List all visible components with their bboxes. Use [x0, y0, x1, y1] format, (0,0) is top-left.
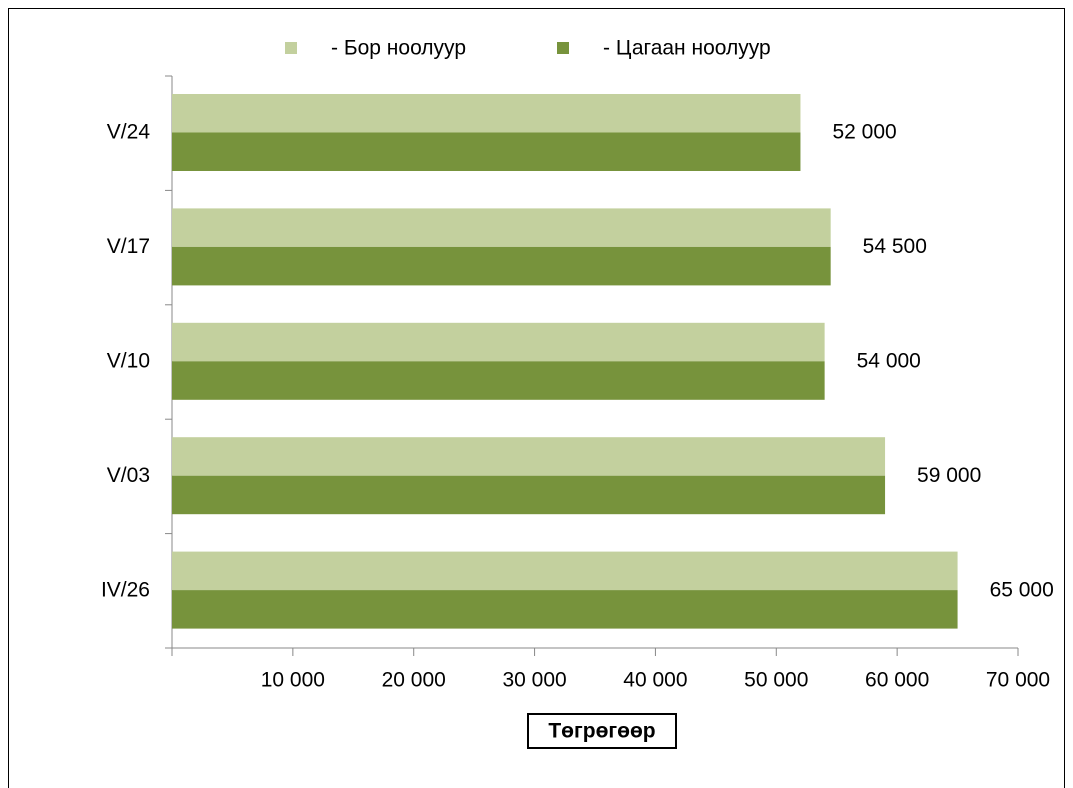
data-label: 52 000	[832, 121, 896, 144]
x-label-box	[527, 713, 677, 749]
bar	[172, 361, 825, 400]
data-label: 59 000	[917, 464, 981, 487]
x-tick-label: 60 000	[865, 669, 929, 692]
legend-swatch	[285, 42, 297, 54]
bar	[172, 246, 831, 286]
bar	[172, 590, 958, 629]
bar	[172, 437, 886, 476]
y-tick-label: IV/26	[101, 578, 150, 601]
x-tick-label: 10 000	[261, 669, 325, 692]
y-tick-label: V/10	[107, 350, 150, 373]
legend-label: - Цагаан ноолуур	[603, 37, 771, 60]
data-label: 65 000	[990, 578, 1054, 601]
x-tick-label: 70 000	[986, 669, 1050, 692]
legend-swatch	[557, 42, 569, 54]
bar	[172, 475, 886, 515]
x-tick-label: 20 000	[382, 669, 446, 692]
data-label: 54 000	[857, 350, 921, 373]
x-tick-label: 40 000	[623, 669, 687, 692]
frame	[8, 8, 1065, 788]
bar	[172, 322, 825, 362]
bar	[172, 132, 801, 171]
y-tick-label: V/03	[107, 464, 150, 487]
y-tick-label: V/17	[107, 235, 150, 258]
bar	[172, 551, 958, 591]
y-tick-label: V/24	[107, 121, 151, 144]
data-label: 54 500	[863, 235, 927, 258]
bar	[172, 94, 801, 133]
x-tick-label: 50 000	[744, 669, 808, 692]
bar	[172, 208, 831, 247]
legend-label: - Бор ноолуур	[331, 37, 466, 60]
x-axis-label: Төгрөгөөр	[548, 720, 655, 743]
x-tick-label: 30 000	[502, 669, 566, 692]
